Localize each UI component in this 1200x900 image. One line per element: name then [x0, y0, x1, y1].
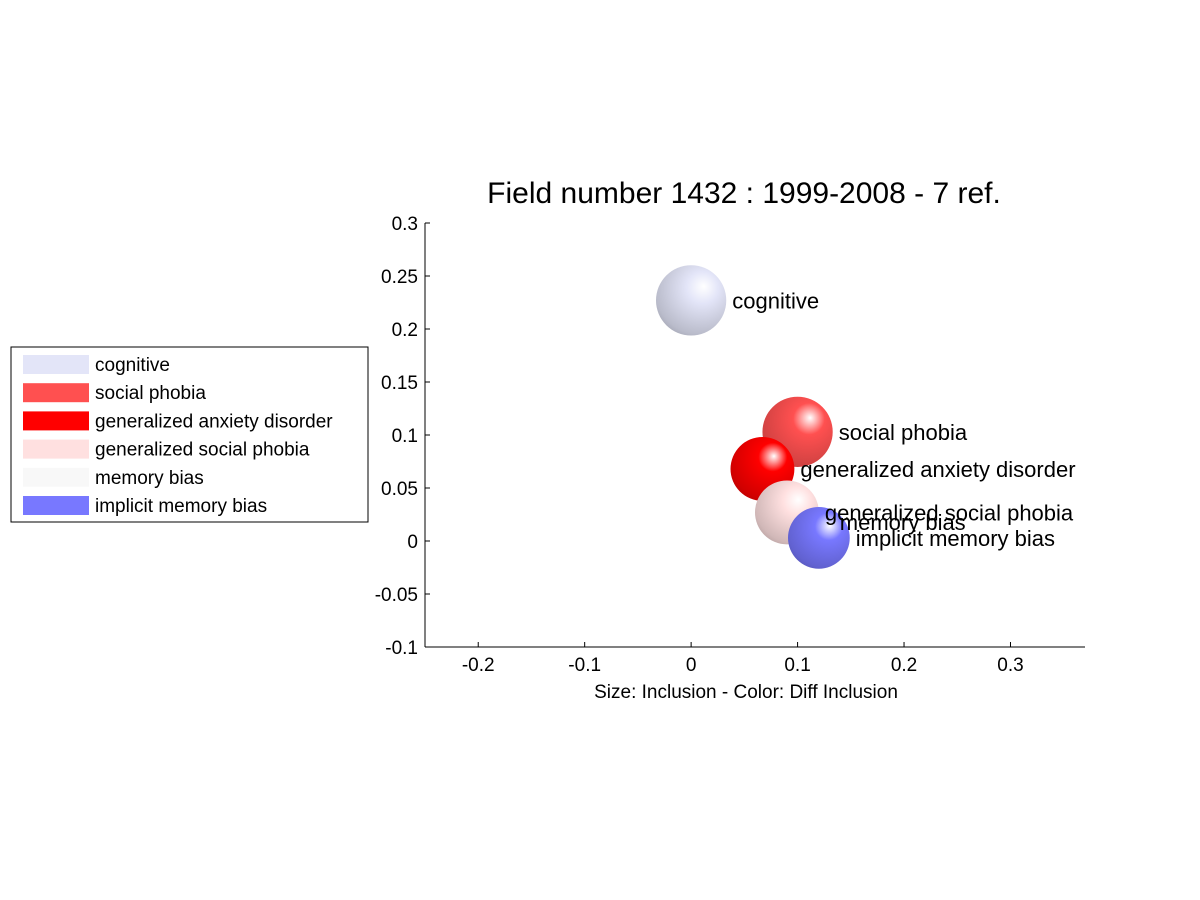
axes	[424, 223, 1085, 648]
x-ticks: -0.2 -0.1 0 0.1 0.2 0.3	[462, 642, 1024, 676]
y-tick-label: 0	[407, 532, 418, 553]
legend-label: memory bias	[95, 468, 204, 489]
point-labels: cognitive social phobia generalized anxiet…	[732, 288, 1075, 550]
x-tick-label: 0.1	[784, 655, 810, 676]
y-tick-label: -0.1	[385, 638, 418, 659]
x-tick-label: -0.1	[568, 655, 601, 676]
legend-swatch	[23, 411, 89, 431]
label-generalized-anxiety-disorder: generalized anxiety disorder	[800, 457, 1075, 482]
y-tick-label: -0.05	[375, 585, 418, 606]
legend-swatch	[23, 383, 89, 403]
x-tick-label: 0.2	[891, 655, 917, 676]
legend-box	[10, 346, 369, 523]
y-tick-label: 0.05	[381, 479, 418, 500]
point-implicit-memory-bias	[788, 506, 850, 569]
x-axis-label: Size: Inclusion - Color: Diff Inclusion	[594, 682, 898, 703]
x-tick-label: -0.2	[462, 655, 495, 676]
label-cognitive: cognitive	[732, 288, 819, 313]
y-tick-label: 0.25	[381, 267, 418, 288]
legend-swatch	[23, 467, 89, 487]
y-tick-label: 0.15	[381, 373, 418, 394]
label-implicit-memory-bias: implicit memory bias	[856, 526, 1055, 551]
y-tick-label: 0.3	[392, 214, 418, 235]
chart-title: Field number 1432 : 1999-2008 - 7 ref.	[487, 177, 1001, 210]
legend-swatch	[23, 355, 89, 374]
legend-label: social phobia	[95, 383, 206, 404]
label-generalized-social-phobia: generalized social phobia	[825, 500, 1074, 525]
x-tick-label: 0.3	[997, 655, 1023, 676]
legend-label: generalized social phobia	[95, 440, 310, 461]
point-cognitive	[656, 265, 727, 336]
y-tick-label: 0.2	[392, 320, 418, 341]
data-points	[656, 265, 850, 569]
legend-label: implicit memory bias	[95, 496, 267, 517]
label-memory-bias: memory bias	[840, 510, 966, 535]
legend-swatch	[23, 496, 89, 515]
x-tick-label: 0	[686, 655, 697, 676]
y-ticks: 0.3 0.25 0.2 0.15 0.1 0.05 0 -0.05 -0.1	[375, 214, 430, 659]
legend-label: generalized anxiety disorder	[95, 411, 333, 432]
y-tick-label: 0.1	[392, 426, 418, 447]
legend-label: cognitive	[95, 355, 170, 376]
legend-swatch	[23, 439, 89, 459]
legend: cognitive social phobia generalized anxiet…	[10, 346, 369, 523]
label-social-phobia: social phobia	[839, 420, 968, 445]
